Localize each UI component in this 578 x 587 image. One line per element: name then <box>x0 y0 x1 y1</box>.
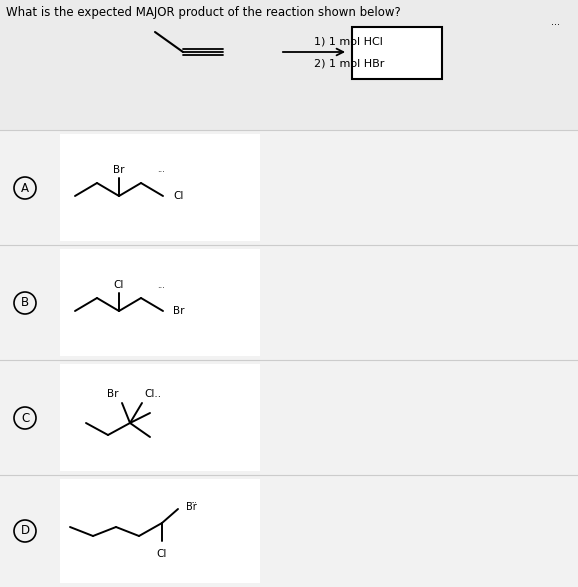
Bar <box>60 134 260 241</box>
Text: B: B <box>21 296 29 309</box>
Bar <box>352 27 442 79</box>
Text: Cl: Cl <box>157 549 167 559</box>
Bar <box>60 249 260 356</box>
Text: D: D <box>20 525 29 538</box>
Text: Cl..: Cl.. <box>144 389 161 399</box>
Bar <box>60 479 260 583</box>
Text: ...: ... <box>191 498 197 504</box>
Text: Br: Br <box>186 502 197 512</box>
Text: ...: ... <box>550 17 560 27</box>
Text: Cl: Cl <box>173 191 183 201</box>
Text: ...: ... <box>157 166 165 174</box>
Text: What is the expected MAJOR product of the reaction shown below?: What is the expected MAJOR product of th… <box>6 6 401 19</box>
Text: Br: Br <box>113 165 125 175</box>
Bar <box>0 0 578 130</box>
Text: Cl: Cl <box>114 280 124 290</box>
Bar <box>60 364 260 471</box>
Text: 1) 1 mol HCl: 1) 1 mol HCl <box>314 36 383 46</box>
Text: ...: ... <box>157 281 165 289</box>
Text: Br: Br <box>173 306 184 316</box>
Text: 2) 1 mol HBr: 2) 1 mol HBr <box>314 58 384 68</box>
Text: A: A <box>21 181 29 194</box>
Text: C: C <box>21 411 29 424</box>
Text: Br: Br <box>108 389 119 399</box>
